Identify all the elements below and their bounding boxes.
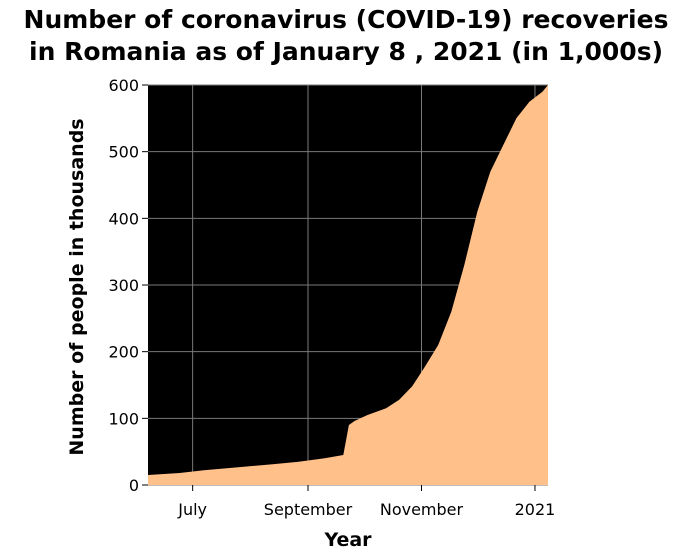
x-tick-label: 2021 xyxy=(515,500,556,519)
y-tick-label: 200 xyxy=(108,343,139,362)
x-tick-label: September xyxy=(264,500,353,519)
x-axis: July September November 2021 xyxy=(177,485,555,519)
x-tick-label: July xyxy=(177,500,207,519)
y-tick-label: 300 xyxy=(108,276,139,295)
x-axis-label: Year xyxy=(323,529,372,551)
y-tick-label: 100 xyxy=(108,409,139,428)
y-axis-label: Number of people in thousands xyxy=(66,118,88,455)
chart-title-line-2: in Romania as of January 8 , 2021 (in 1,… xyxy=(29,37,663,66)
recoveries-area xyxy=(148,85,548,485)
y-tick-label: 500 xyxy=(108,143,139,162)
y-tick-label: 0 xyxy=(129,476,139,495)
chart-title: Number of coronavirus (COVID-19) recover… xyxy=(0,4,692,68)
x-tick-label: November xyxy=(380,500,464,519)
y-tick-label: 400 xyxy=(108,209,139,228)
y-tick-label: 600 xyxy=(108,76,139,95)
chart-title-line-1: Number of coronavirus (COVID-19) recover… xyxy=(23,5,669,34)
y-axis: 0 100 200 300 400 500 600 xyxy=(108,76,148,495)
